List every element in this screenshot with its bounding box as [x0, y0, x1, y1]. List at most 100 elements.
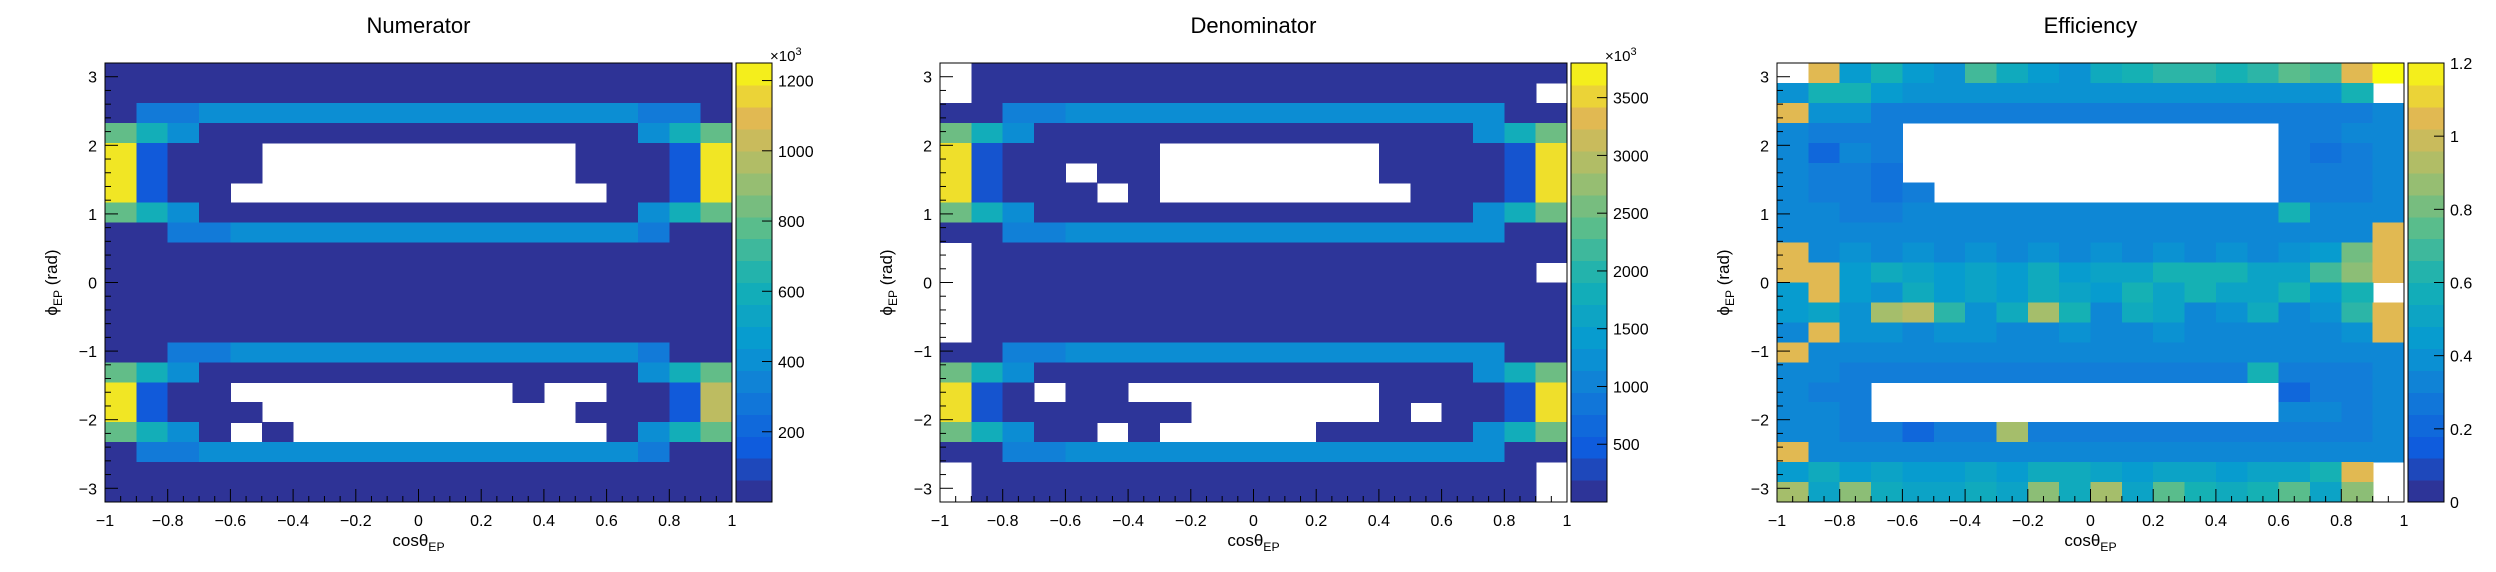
heatmap-cell — [1839, 462, 1872, 483]
heatmap-cell — [449, 442, 482, 463]
colorbar-band — [2408, 414, 2444, 437]
heatmap-cell — [136, 382, 169, 403]
heatmap-cell — [2309, 242, 2342, 264]
heatmap-cell — [1472, 462, 1505, 483]
x-tick-label: 0.4 — [533, 513, 555, 530]
heatmap-cell — [1034, 122, 1066, 144]
heatmap-cell — [387, 202, 420, 224]
y-tick-label: −2 — [79, 413, 97, 430]
heatmap-cell — [2278, 302, 2311, 324]
heatmap-cell — [230, 282, 263, 304]
heatmap-cell — [1128, 63, 1161, 84]
heatmap-cell — [1253, 222, 1286, 244]
heatmap-cell — [1034, 442, 1066, 463]
heatmap-cell — [105, 442, 137, 463]
heatmap-cell — [1159, 63, 1192, 84]
heatmap-cell — [2090, 202, 2123, 224]
heatmap-cell — [1316, 442, 1349, 463]
heatmap-cell — [637, 282, 670, 304]
heatmap-cell — [1902, 262, 1935, 284]
heatmap-cell — [2059, 482, 2092, 503]
heatmap-cell — [167, 82, 200, 104]
heatmap-cell — [971, 162, 1004, 184]
heatmap-cell — [1839, 262, 1872, 284]
heatmap-cell — [481, 302, 514, 324]
heatmap-cell — [2184, 322, 2217, 343]
heatmap-cell — [1410, 63, 1443, 84]
heatmap-cell — [293, 102, 326, 124]
heatmap-cell — [1902, 222, 1935, 244]
chart-title: Denominator — [1191, 13, 1317, 38]
heatmap-cell — [1347, 422, 1380, 443]
heatmap-cell — [543, 462, 576, 483]
heatmap-cell — [2215, 322, 2248, 343]
heatmap-cell — [1535, 402, 1568, 423]
heatmap-cell — [1504, 362, 1537, 383]
heatmap-cell — [1378, 362, 1411, 383]
x-tick-label: 0.8 — [1493, 513, 1515, 530]
heatmap-cell — [1871, 182, 1903, 204]
heatmap-cell — [1777, 302, 1809, 324]
heatmap-cell — [355, 202, 388, 224]
colorbar-tick-label: 1.2 — [2450, 56, 2472, 73]
heatmap-cell — [1065, 182, 1098, 204]
heatmap-cell — [1253, 442, 1286, 463]
heatmap-cell — [1504, 282, 1537, 304]
heatmap-cell — [136, 342, 169, 363]
colorbar-band — [2408, 326, 2444, 349]
heatmap-cell — [669, 142, 702, 164]
heatmap-cell — [512, 322, 545, 343]
heatmap-cell — [2372, 102, 2405, 124]
heatmap-cell — [1777, 222, 1809, 244]
heatmap-cell — [1002, 142, 1035, 164]
y-tick-label: −1 — [1751, 344, 1769, 361]
heatmap-cell — [637, 242, 670, 264]
heatmap-cell — [637, 422, 670, 443]
heatmap-cell — [1378, 102, 1411, 124]
heatmap-cell — [2121, 82, 2154, 104]
heatmap-cell — [449, 462, 482, 483]
heatmap-cell — [2278, 202, 2311, 224]
y-tick-label: 3 — [923, 70, 932, 87]
heatmap-cell — [971, 282, 1004, 304]
heatmap-cell — [1378, 242, 1411, 264]
heatmap-cell — [2090, 482, 2123, 503]
heatmap-cell — [1284, 302, 1317, 324]
heatmap-cell — [418, 82, 451, 104]
colorbar-band — [1571, 458, 1607, 481]
heatmap-cell — [2090, 242, 2123, 264]
heatmap-cell — [1034, 342, 1066, 363]
heatmap-cell — [1347, 482, 1380, 503]
heatmap-cell — [1504, 142, 1537, 164]
colorbar-band — [1571, 260, 1607, 284]
heatmap-cell — [1472, 382, 1505, 403]
heatmap-cell — [669, 462, 702, 483]
heatmap-cell — [2278, 82, 2311, 104]
heatmap-cell — [1222, 322, 1255, 343]
heatmap-cell — [355, 302, 388, 324]
heatmap-cell — [1472, 482, 1505, 503]
colorbar-band — [736, 150, 772, 174]
heatmap-cell — [199, 282, 231, 304]
heatmap-cell — [1159, 462, 1192, 483]
heatmap-cell — [230, 142, 263, 164]
heatmap-cell — [1410, 302, 1443, 324]
heatmap-cell — [1410, 382, 1443, 403]
y-tick-label: 1 — [1760, 207, 1769, 224]
heatmap-cell — [1871, 442, 1903, 463]
heatmap-cell — [2372, 242, 2405, 264]
heatmap-cell — [1128, 462, 1161, 483]
heatmap-cell — [1347, 282, 1380, 304]
heatmap-cell — [1472, 242, 1505, 264]
heatmap-cell — [1777, 102, 1809, 124]
heatmap-cell — [2341, 342, 2374, 363]
heatmap-cell — [1410, 342, 1443, 363]
heatmap-cell — [1777, 122, 1809, 144]
colorbar-tick-label: 0.4 — [2450, 349, 2472, 366]
heatmap-cell — [2309, 82, 2342, 104]
heatmap-cell — [324, 122, 357, 144]
heatmap-cell — [1472, 322, 1505, 343]
heatmap-cell — [1535, 302, 1568, 324]
heatmap-cell — [2121, 322, 2154, 343]
heatmap-cell — [1808, 482, 1841, 503]
